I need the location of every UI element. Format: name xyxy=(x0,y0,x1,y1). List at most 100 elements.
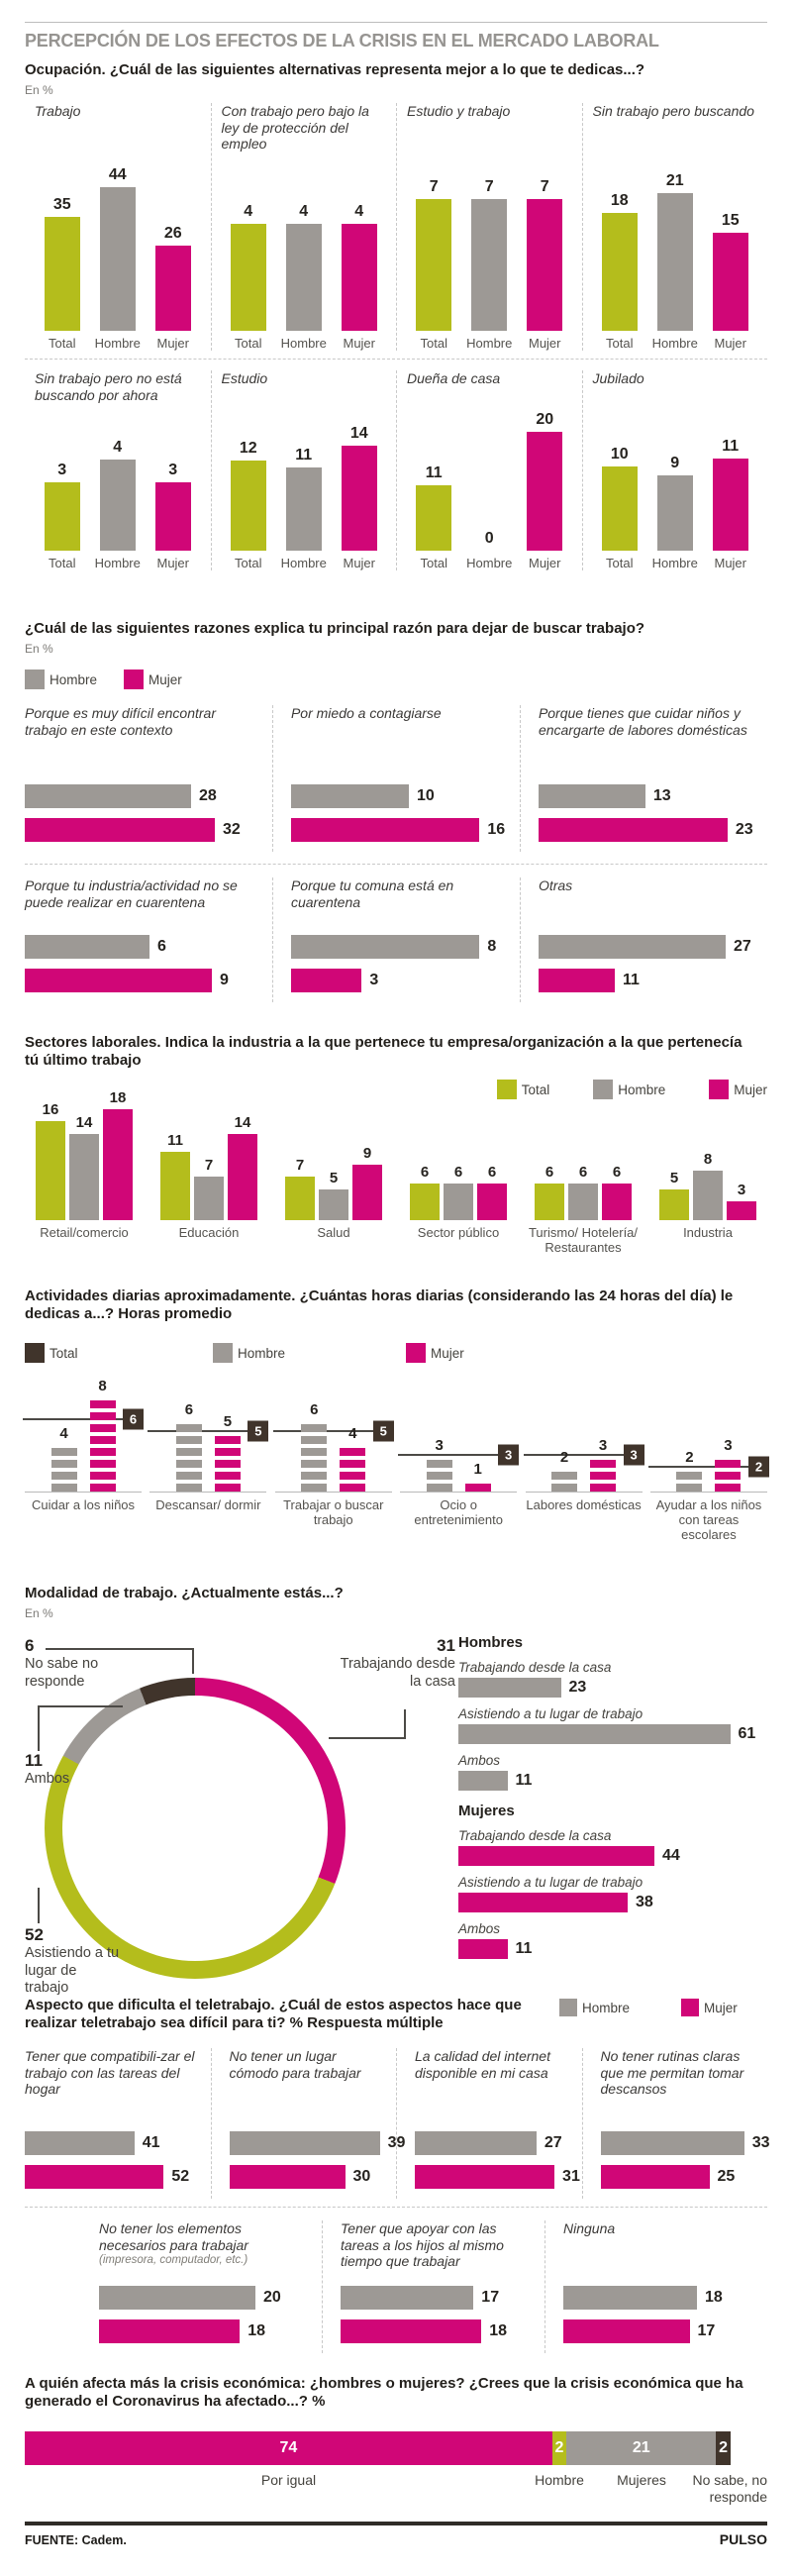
category-label: Total xyxy=(420,336,447,351)
category-label: Hombre xyxy=(466,336,513,351)
slice-label: Ambos xyxy=(25,1771,70,1787)
bar-value: 6 xyxy=(184,1401,194,1418)
bar-value: 0 xyxy=(484,530,494,547)
bar-column-mujer: 6 xyxy=(477,1163,507,1220)
bar-hombre xyxy=(458,1771,508,1791)
bar-row-mujer: 11 xyxy=(538,969,751,992)
legend-label: Total xyxy=(521,1082,550,1097)
category-label: Total xyxy=(49,556,76,570)
bar-value: 11 xyxy=(622,972,640,988)
bar-mujer xyxy=(415,2165,555,2189)
category-labels: Total Hombre Mujer xyxy=(35,336,201,351)
bar-hombre xyxy=(285,467,322,551)
chart-title: Por miedo a contagiarse xyxy=(290,705,442,721)
bar-total xyxy=(230,224,266,331)
mini-chart-title: Dueña de casa xyxy=(407,370,501,386)
reasons-row-2: Porque tu industria/actividad no se pued… xyxy=(25,877,767,1002)
bar-total xyxy=(535,1183,564,1220)
chart-title: Porque tienes que cuidar niños y encarga… xyxy=(538,705,747,738)
bar-mujer xyxy=(228,1133,257,1220)
total-badge: 5 xyxy=(372,1420,394,1442)
bar-mujer xyxy=(527,432,563,551)
mini-chart-bars: 18 21 15 xyxy=(593,164,758,331)
bar-column-mujer: 14 xyxy=(228,1114,257,1220)
bar-column-hombre: 9 xyxy=(656,455,693,551)
bar-hombre xyxy=(25,2131,135,2155)
sector-group: 6 6 6 Sector público xyxy=(399,1089,518,1256)
legend-swatch-hombre xyxy=(559,1999,577,2016)
bar-value: 26 xyxy=(163,225,182,243)
legend-swatch-hombre xyxy=(593,1080,614,1099)
bar-row-hombre: 28 xyxy=(25,784,256,808)
bar-value: 2 xyxy=(685,1449,694,1466)
bar-mujer xyxy=(229,2165,346,2189)
legend-swatch-total xyxy=(25,1343,45,1363)
bar-value: 4 xyxy=(348,1425,357,1442)
bar-mujer xyxy=(352,1164,382,1220)
legend-hombre: Hombre xyxy=(25,670,97,689)
bar-value: 44 xyxy=(108,165,127,183)
chart-title-text: No tener los elementos necesarios para t… xyxy=(99,2220,248,2253)
bar-hombre xyxy=(69,1133,99,1220)
bar-column-mujer: 20 xyxy=(527,411,563,551)
reasons-chart: Porque tienes que cuidar niños y encarga… xyxy=(519,705,767,852)
bar-row-mujer: 25 xyxy=(600,2165,756,2189)
bar-hombre xyxy=(563,2286,697,2310)
bar-value: 6 xyxy=(487,1163,497,1181)
category-label: Hombre xyxy=(651,336,698,351)
segment-label-por-igual: Por igual xyxy=(260,2472,317,2488)
bar-column-total: 16 xyxy=(36,1101,65,1220)
bar-value: 9 xyxy=(220,972,229,988)
legend-total: Total xyxy=(25,1343,78,1363)
bar-value: 32 xyxy=(223,821,241,838)
bar-value: 16 xyxy=(487,821,506,838)
bar-mujer xyxy=(214,1432,241,1492)
bar-row-hombre: 27 xyxy=(538,935,751,959)
chart-title-text: Tener que compatibili-zar el trabajo con… xyxy=(25,2048,195,2098)
mini-chart-title: Sin trabajo pero no está buscando por ah… xyxy=(35,370,182,403)
bar-value: 5 xyxy=(223,1413,233,1430)
bar-row-mujer: 23 xyxy=(538,818,753,842)
bar-row-hombre: 13 xyxy=(538,784,751,808)
bar-value: 9 xyxy=(362,1144,372,1162)
bar-mujer xyxy=(89,1396,116,1492)
activity-group: 5 6 4 Trabajar o buscar trabajo xyxy=(272,1377,394,1543)
occupation-mini-chart: Dueña de casa 11 0 20 Total Hombre Mujer xyxy=(396,370,582,570)
bar-hombre xyxy=(458,1678,561,1698)
category-label: Hombre xyxy=(94,556,141,570)
telework-chart: No tener un lugar cómodo para trabajar 3… xyxy=(210,2048,405,2199)
bar-row-mujer: 52 xyxy=(25,2165,199,2189)
bar-total xyxy=(44,216,80,331)
bar-column-total: 6 xyxy=(535,1164,564,1220)
modality-unit: En % xyxy=(25,1606,53,1620)
total-line: 5 xyxy=(148,1420,269,1442)
segment-hombre: 2 xyxy=(551,2431,567,2465)
chart-title: Otras xyxy=(538,877,573,893)
chart-title: No tener rutinas claras que me permitan … xyxy=(601,2048,756,2131)
row-separator xyxy=(25,864,767,865)
chart-title: No tener los elementos necesarios para t… xyxy=(99,2220,312,2286)
bar-total xyxy=(601,466,638,551)
bar-value: 23 xyxy=(568,1679,587,1696)
mini-chart-title: Sin trabajo pero buscando xyxy=(592,103,754,119)
bar-column-total: 11 xyxy=(416,464,452,551)
activity-label: Ayudar a los niños con tareas escolares xyxy=(655,1497,762,1542)
bar-mujer xyxy=(712,458,748,551)
activity-label: Cuidar a los niños xyxy=(31,1497,136,1512)
bar-column-hombre: 6 xyxy=(568,1164,598,1220)
legend-label: Hombre xyxy=(618,1082,666,1097)
bar-row-mujer: 17 xyxy=(563,2319,757,2343)
bar-column-mujer: 3 xyxy=(154,462,191,551)
callout-line xyxy=(46,1648,194,1674)
bar-mujer xyxy=(290,969,362,992)
total-badge: 3 xyxy=(498,1444,520,1466)
activity-label: Labores domésticas xyxy=(526,1497,642,1512)
bar-total xyxy=(410,1183,440,1220)
bar-value: 61 xyxy=(738,1725,756,1742)
bar-value: 13 xyxy=(652,787,671,804)
bar-value: 30 xyxy=(352,2168,371,2185)
mini-chart-title: Jubilado xyxy=(592,370,644,386)
chart-title: Ninguna xyxy=(563,2220,757,2286)
reasons-chart: Otras 27 11 xyxy=(519,877,767,1002)
row-separator xyxy=(25,359,767,360)
